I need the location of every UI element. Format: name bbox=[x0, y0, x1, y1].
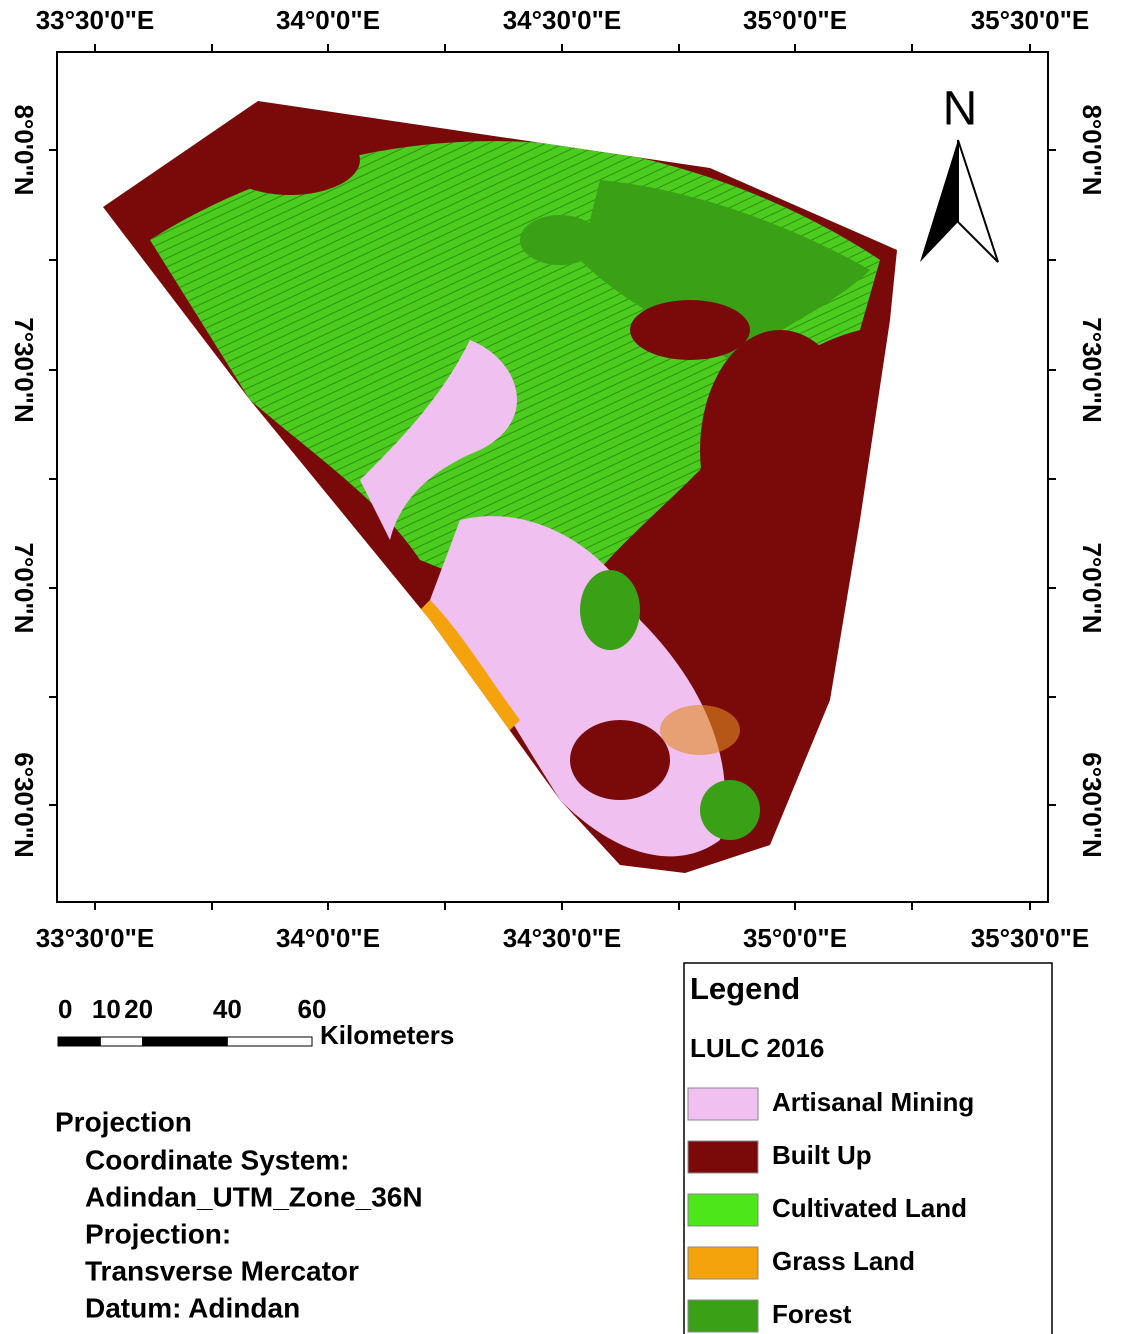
scale-unit: Kilometers bbox=[320, 1020, 454, 1050]
legend-label: Forest bbox=[772, 1299, 852, 1329]
north-label: N bbox=[943, 83, 978, 136]
scale-tick-label: 40 bbox=[213, 994, 242, 1024]
legend-label: Artisanal Mining bbox=[772, 1087, 974, 1117]
projection-line: Datum: Adindan bbox=[85, 1292, 300, 1323]
top-coordinate-label: 33°30'0"E bbox=[36, 5, 155, 35]
legend-layer: LULC 2016 bbox=[690, 1033, 824, 1063]
legend-swatch bbox=[688, 1247, 758, 1279]
legend-label: Built Up bbox=[772, 1140, 872, 1170]
legend-swatch bbox=[688, 1141, 758, 1173]
legend-label: Cultivated Land bbox=[772, 1193, 967, 1223]
scale-tick-label: 10 bbox=[92, 994, 121, 1024]
left-coordinate-label: 7°0'0"N bbox=[9, 542, 39, 633]
map-page: N 010204060 Kilometers Projection Coordi… bbox=[0, 0, 1125, 1334]
right-coordinate-label: 6°30'0"N bbox=[1077, 752, 1107, 858]
left-coordinate-label: 7°30'0"N bbox=[9, 317, 39, 423]
right-coordinate-label: 7°30'0"N bbox=[1077, 317, 1107, 423]
projection-line: Transverse Mercator bbox=[85, 1255, 359, 1286]
projection-lines: Coordinate System: Adindan_UTM_Zone_36N Pr… bbox=[85, 1144, 423, 1323]
scale-tick-label: 20 bbox=[124, 994, 153, 1024]
bottom-coordinate-label: 33°30'0"E bbox=[36, 923, 155, 953]
bottom-coordinate-label: 35°30'0"E bbox=[971, 923, 1090, 953]
bottom-coordinate-label: 34°0'0"E bbox=[276, 923, 380, 953]
bottom-coordinate-label: 34°30'0"E bbox=[503, 923, 622, 953]
right-coordinate-label: 7°0'0"N bbox=[1077, 542, 1107, 633]
scale-tick-label: 0 bbox=[58, 994, 72, 1024]
projection-line: Coordinate System: bbox=[85, 1144, 350, 1175]
scale-segment bbox=[100, 1037, 142, 1046]
top-coordinate-label: 35°30'0"E bbox=[971, 5, 1090, 35]
legend-title: Legend bbox=[690, 971, 800, 1006]
projection-line: Projection: bbox=[85, 1218, 231, 1249]
projection-line: Adindan_UTM_Zone_36N bbox=[85, 1181, 423, 1212]
legend-swatch bbox=[688, 1300, 758, 1332]
legend-label: Grass Land bbox=[772, 1246, 915, 1276]
top-coordinate-label: 34°30'0"E bbox=[503, 5, 622, 35]
top-coordinate-label: 34°0'0"E bbox=[276, 5, 380, 35]
scale-segment bbox=[227, 1037, 312, 1046]
legend-swatch bbox=[688, 1088, 758, 1120]
scale-segment bbox=[58, 1037, 100, 1046]
top-coordinate-label: 35°0'0"E bbox=[743, 5, 847, 35]
scale-segment bbox=[143, 1037, 228, 1046]
left-coordinate-label: 8°0'0"N bbox=[9, 104, 39, 195]
left-coordinate-label: 6°30'0"N bbox=[9, 752, 39, 858]
legend-swatch bbox=[688, 1194, 758, 1226]
projection-heading: Projection bbox=[55, 1106, 192, 1137]
bottom-coordinate-label: 35°0'0"E bbox=[743, 923, 847, 953]
right-coordinate-label: 8°0'0"N bbox=[1077, 104, 1107, 195]
